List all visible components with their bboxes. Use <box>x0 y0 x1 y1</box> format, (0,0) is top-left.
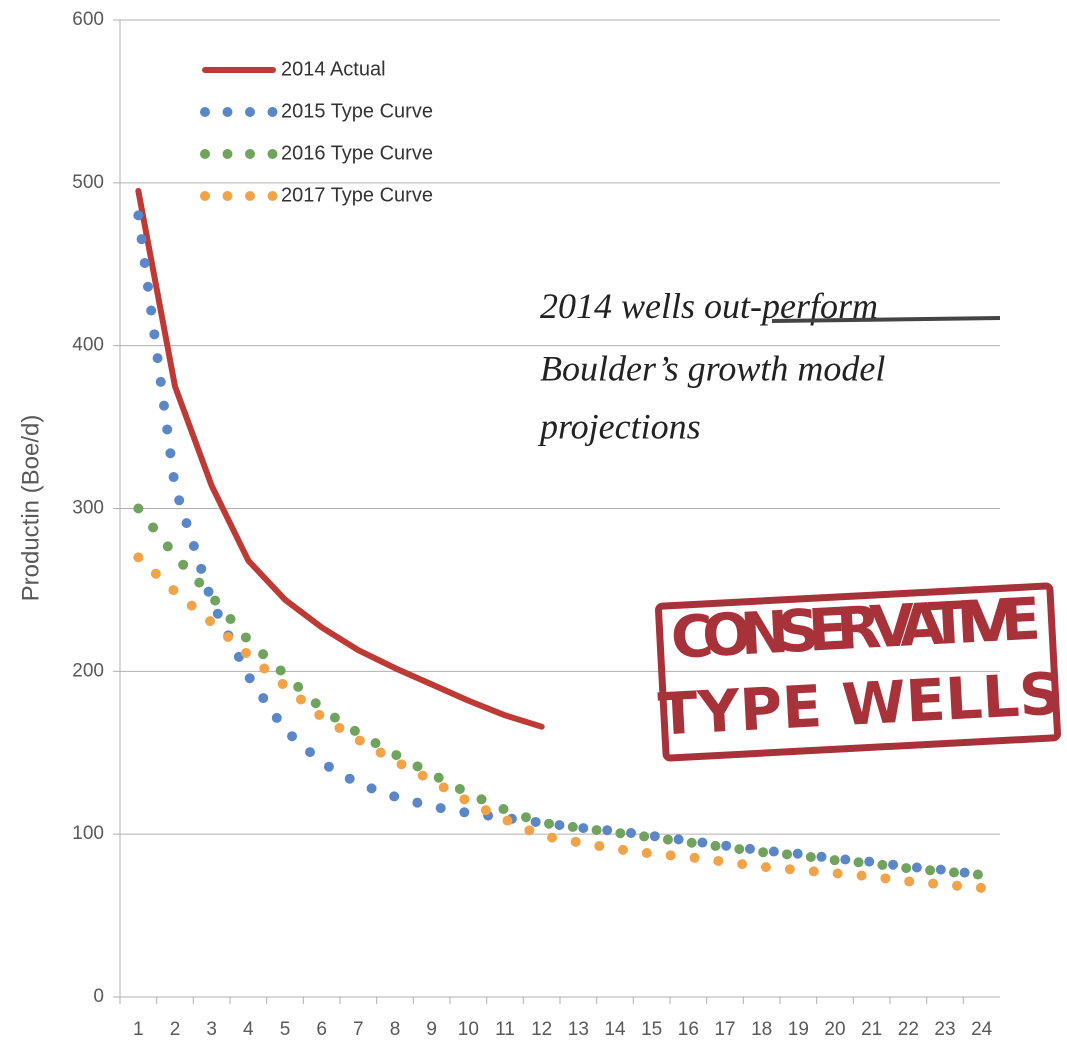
y-axis-label: Productin (Boe/d) <box>17 415 44 602</box>
x-tick-label: 5 <box>280 1019 291 1040</box>
x-tick-label: 18 <box>751 1019 772 1040</box>
y-tick-label: 0 <box>93 986 104 1007</box>
x-tick-label: 2 <box>170 1019 181 1040</box>
x-tick-label: 11 <box>495 1019 515 1040</box>
x-tick-label: 16 <box>678 1019 699 1040</box>
y-tick-label: 100 <box>72 823 104 844</box>
y-tick-label: 600 <box>72 9 104 30</box>
x-tick-label: 22 <box>898 1019 919 1040</box>
x-tick-label: 17 <box>714 1019 735 1040</box>
stamp-text: TYPE WELLS <box>657 660 1063 749</box>
legend-label: 2015 Type Curve <box>281 100 433 122</box>
x-tick-label: 13 <box>568 1019 589 1040</box>
x-tick-label: 4 <box>243 1019 254 1040</box>
y-tick-label: 200 <box>72 660 104 681</box>
legend-label: 2016 Type Curve <box>281 142 433 164</box>
series-line <box>133 503 987 880</box>
x-tick-label: 15 <box>641 1019 662 1040</box>
legend-label: 2014 Actual <box>281 58 386 80</box>
y-tick-label: 400 <box>72 335 104 356</box>
x-tick-label: 14 <box>604 1019 626 1040</box>
x-tick-label: 3 <box>206 1019 217 1040</box>
x-tick-label: 19 <box>788 1019 809 1040</box>
x-tick-label: 8 <box>390 1019 401 1040</box>
y-tick-label: 500 <box>72 172 104 193</box>
legend-label: 2017 Type Curve <box>281 184 433 206</box>
x-tick-label: 1 <box>133 1019 144 1040</box>
x-tick-label: 7 <box>353 1019 364 1040</box>
stamp-border <box>654 582 1062 762</box>
series-line <box>133 552 987 893</box>
x-tick-label: 23 <box>934 1019 955 1040</box>
x-tick-label: 12 <box>531 1019 552 1040</box>
x-tick-label: 20 <box>824 1019 845 1040</box>
annotation-text: 2014 wells <box>540 286 695 326</box>
annotation-line: projections <box>537 406 701 446</box>
underline <box>771 316 1001 323</box>
series-line <box>135 187 545 730</box>
x-tick-label: 9 <box>426 1019 437 1040</box>
annotation: 2014 wells out-perform Boulder’s growth … <box>537 286 1001 446</box>
annotation-line: Boulder’s growth model <box>540 348 885 388</box>
x-tick-label: 10 <box>458 1019 479 1040</box>
stamp-text: CONSERVATIVE <box>669 585 1042 672</box>
series-line <box>133 210 987 880</box>
y-tick-label: 300 <box>72 498 104 519</box>
x-tick-label: 21 <box>861 1019 882 1040</box>
x-tick-label: 24 <box>971 1019 993 1040</box>
x-tick-label: 6 <box>316 1019 327 1040</box>
